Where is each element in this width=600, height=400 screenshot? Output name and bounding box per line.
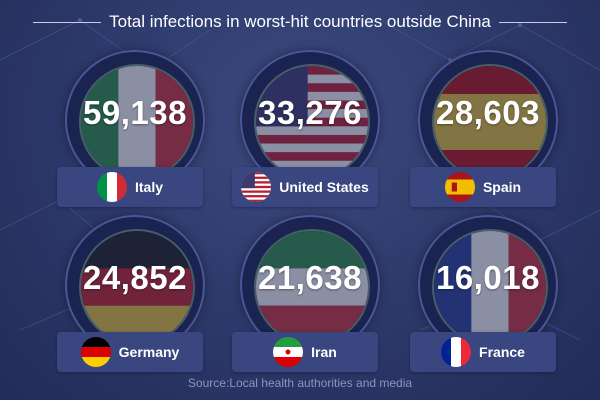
country-label-box: Spain (410, 167, 556, 207)
infection-count: 28,603 (436, 94, 540, 131)
country-name: Germany (118, 344, 180, 360)
country-name: Iran (311, 344, 337, 360)
country-name: United States (279, 179, 369, 195)
title-divider-left (33, 21, 102, 23)
country-label-box: France (410, 332, 556, 372)
country-card-united-states: 33,276 United States (230, 50, 390, 215)
country-label-box: United States (232, 167, 378, 207)
value-ring (240, 215, 380, 355)
infection-count: 24,852 (83, 259, 187, 296)
value-ring (418, 50, 558, 190)
country-label-box: Iran (232, 332, 378, 372)
germany-flag-icon (80, 337, 111, 367)
spain-flag-icon (444, 172, 475, 202)
country-card-italy: 59,138 Italy (55, 50, 215, 215)
italy-flag-icon (96, 172, 127, 202)
country-card-iran: 21,638 Iran (230, 215, 390, 380)
infection-count: 16,018 (436, 259, 540, 296)
country-card-germany: 24,852 Germany (55, 215, 215, 380)
infection-count: 33,276 (258, 94, 362, 131)
france-flag-icon (441, 337, 472, 367)
usa-flag-icon (241, 172, 272, 202)
chart-title: Total infections in worst-hit countries … (109, 12, 491, 31)
country-name: France (479, 344, 525, 360)
country-card-spain: 28,603 Spain (408, 50, 568, 215)
title-divider-right (498, 21, 567, 23)
country-name: Spain (482, 179, 522, 195)
iran-flag-icon (273, 337, 304, 367)
country-label-box: Italy (57, 167, 203, 207)
source-note: Source:Local health authorities and medi… (187, 376, 413, 390)
country-name: Italy (134, 179, 163, 195)
country-card-france: 16,018 France (408, 215, 568, 380)
chart-title-bar: Total infections in worst-hit countries … (0, 0, 600, 44)
value-ring (418, 215, 558, 355)
country-label-box: Germany (57, 332, 203, 372)
infection-count: 59,138 (83, 94, 187, 131)
infection-count: 21,638 (258, 259, 362, 296)
value-ring (65, 50, 205, 190)
value-ring (65, 215, 205, 355)
